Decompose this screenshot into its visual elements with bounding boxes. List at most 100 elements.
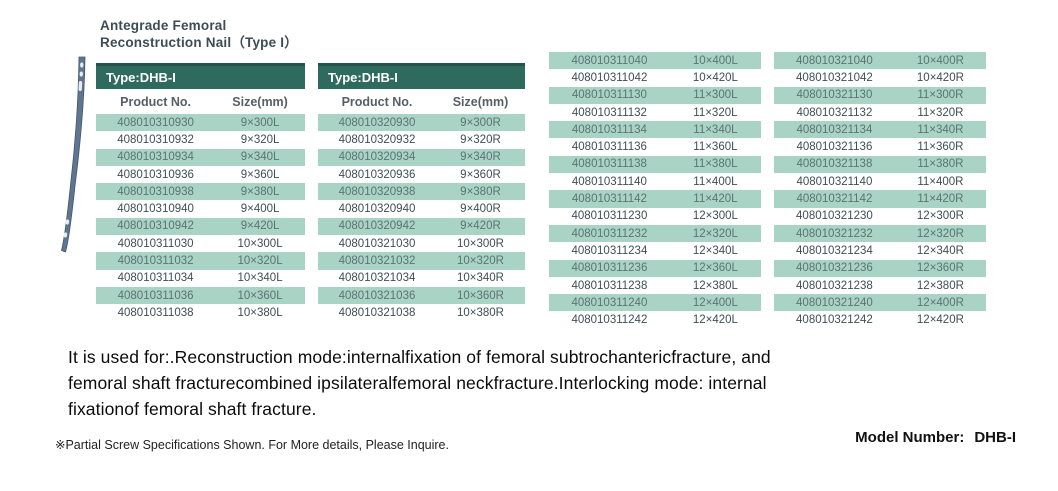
product-no-cell: 408010311236 [571, 262, 648, 275]
product-no-cell: 408010321230 [796, 210, 873, 223]
table-row: 408010311234 12×340L [549, 242, 761, 259]
product-no-cell: 408010320942 [338, 220, 416, 233]
column-headers: Product No. Size(mm) [96, 89, 305, 114]
size-cell: 11×360L [693, 141, 738, 154]
size-cell: 9×400R [460, 203, 501, 216]
size-cell: 11×400L [693, 175, 738, 188]
size-cell: 12×300L [692, 210, 738, 223]
product-no-cell: 408010311138 [571, 158, 647, 171]
table-row: 408010311142 11×420L [549, 190, 761, 208]
size-cell: 12×380R [916, 279, 964, 292]
product-no-cell: 408010321032 [338, 255, 416, 268]
size-cell: 9×340R [460, 151, 501, 164]
size-cell: 11×300R [917, 89, 964, 102]
table-row: 408010311240 12×400L [549, 294, 761, 312]
size-cell: 9×420L [240, 220, 280, 233]
table-row: 408010310936 9×360L [96, 166, 305, 183]
product-no-cell: 408010311238 [571, 279, 648, 292]
table-row: 408010311236 12×360L [549, 259, 761, 277]
product-no-cell: 408010321132 [796, 106, 873, 119]
product-no-cell: 408010320930 [338, 116, 416, 129]
product-no-cell: 408010320938 [338, 185, 416, 198]
table-row: 408010320938 9×380R [318, 183, 525, 201]
product-no-cell: 408010311038 [117, 306, 194, 319]
nail-hole [65, 219, 70, 225]
table-row: 408010311132 11×320L [549, 104, 761, 121]
size-cell: 12×360R [916, 262, 964, 275]
product-no-cell: 408010311032 [117, 255, 194, 268]
size-cell: 9×380L [240, 185, 280, 198]
table-row: 408010310938 9×380L [96, 183, 305, 201]
table-row: 408010311238 12×380L [549, 277, 761, 294]
table-row: 408010311242 12×420L [549, 311, 761, 328]
table-rows: 408010310930 9×300L 408010310932 9×320L 4080… [96, 114, 305, 322]
table-row: 408010321142 11×420R [774, 190, 986, 208]
spec-table-left-10-12: 408010311040 10×400L 408010311042 10×420L 40… [549, 52, 761, 329]
table-row: 408010320940 9×400R [318, 200, 525, 217]
table-row: 408010320934 9×340R [318, 148, 525, 166]
size-cell: 12×360L [692, 262, 738, 275]
size-cell: 12×400R [916, 296, 964, 309]
table-row: 408010311040 10×400L [549, 52, 761, 70]
size-cell: 10×300R [456, 237, 504, 250]
product-no-cell: 408010320934 [338, 151, 416, 164]
table-rows: 408010321040 10×400R 408010321042 10×420R 40… [774, 52, 986, 329]
table-row: 408010310942 9×420L [96, 217, 305, 236]
table-row: 408010311136 11×360L [549, 138, 761, 155]
table-row: 408010320942 9×420R [318, 217, 525, 236]
product-no-cell: 408010321036 [338, 289, 416, 302]
size-cell: 10×400R [916, 54, 964, 67]
size-cell: 12×300R [916, 210, 964, 223]
product-no-cell: 408010311230 [571, 210, 648, 223]
product-no-cell: 408010321034 [338, 272, 416, 285]
product-no-cell: 408010310934 [117, 151, 194, 164]
product-no-cell: 408010321040 [796, 54, 873, 67]
table-row: 408010321236 12×360R [774, 259, 986, 277]
size-cell: 10×420L [692, 71, 738, 84]
size-cell: 12×340R [916, 244, 964, 257]
usage-line3: fixationof femoral shaft fracture. [68, 399, 317, 419]
product-no-cell: 408010310930 [117, 116, 194, 129]
nail-hole [80, 62, 84, 68]
size-cell: 12×380L [692, 279, 738, 292]
spec-table-left-9-10: Type:DHB-I Product No. Size(mm) 40801031… [96, 63, 305, 322]
spec-table-right-9-10: Type:DHB-I Product No. Size(mm) 40801032… [318, 63, 525, 322]
product-no-cell: 408010311140 [571, 175, 647, 188]
size-cell: 9×360L [240, 168, 280, 181]
table-row: 408010321240 12×400R [774, 294, 986, 312]
product-no-cell: 408010310938 [117, 185, 194, 198]
size-cell: 11×300L [693, 89, 738, 102]
product-no-cell: 408010311234 [571, 244, 648, 257]
size-cell: 10×300L [237, 237, 283, 250]
model-number: Model Number: DHB-I [855, 429, 1016, 446]
usage-line1: It is used for:.Reconstruction mode:inte… [68, 347, 771, 367]
size-cell: 12×340L [692, 244, 738, 257]
product-no-cell: 408010321234 [796, 244, 873, 257]
table-row: 408010311042 10×420L [549, 69, 761, 86]
table-row: 408010321030 10×300R [318, 235, 525, 252]
product-no-cell: 408010321142 [796, 193, 873, 206]
size-cell: 11×400R [917, 175, 964, 188]
femoral-nail-illustration [61, 56, 86, 253]
table-row: 408010321038 10×380R [318, 304, 525, 321]
size-cell: 12×420R [916, 314, 964, 327]
usage-line2: femoral shaft fracturecombined ipsilater… [68, 373, 767, 393]
table-row: 408010311230 12×300L [549, 208, 761, 225]
product-no-cell: 408010321030 [338, 237, 416, 250]
table-row: 408010311134 11×340L [549, 121, 761, 139]
table-row: 408010321040 10×400R [774, 52, 986, 70]
product-no-cell: 408010311136 [571, 141, 647, 154]
table-row: 408010321036 10×360R [318, 286, 525, 305]
product-no-cell: 408010321242 [796, 314, 873, 327]
table-row: 408010321234 12×340R [774, 242, 986, 259]
size-cell: 9×340L [240, 151, 280, 164]
size-header: Size(mm) [232, 94, 288, 109]
size-cell: 11×340R [917, 123, 964, 136]
product-no-header: Product No. [120, 94, 191, 109]
size-cell: 10×380R [456, 306, 504, 319]
size-cell: 9×400L [240, 203, 280, 216]
product-no-cell: 408010321038 [338, 306, 416, 319]
size-header: Size(mm) [452, 94, 509, 109]
product-no-cell: 408010311134 [571, 123, 647, 136]
